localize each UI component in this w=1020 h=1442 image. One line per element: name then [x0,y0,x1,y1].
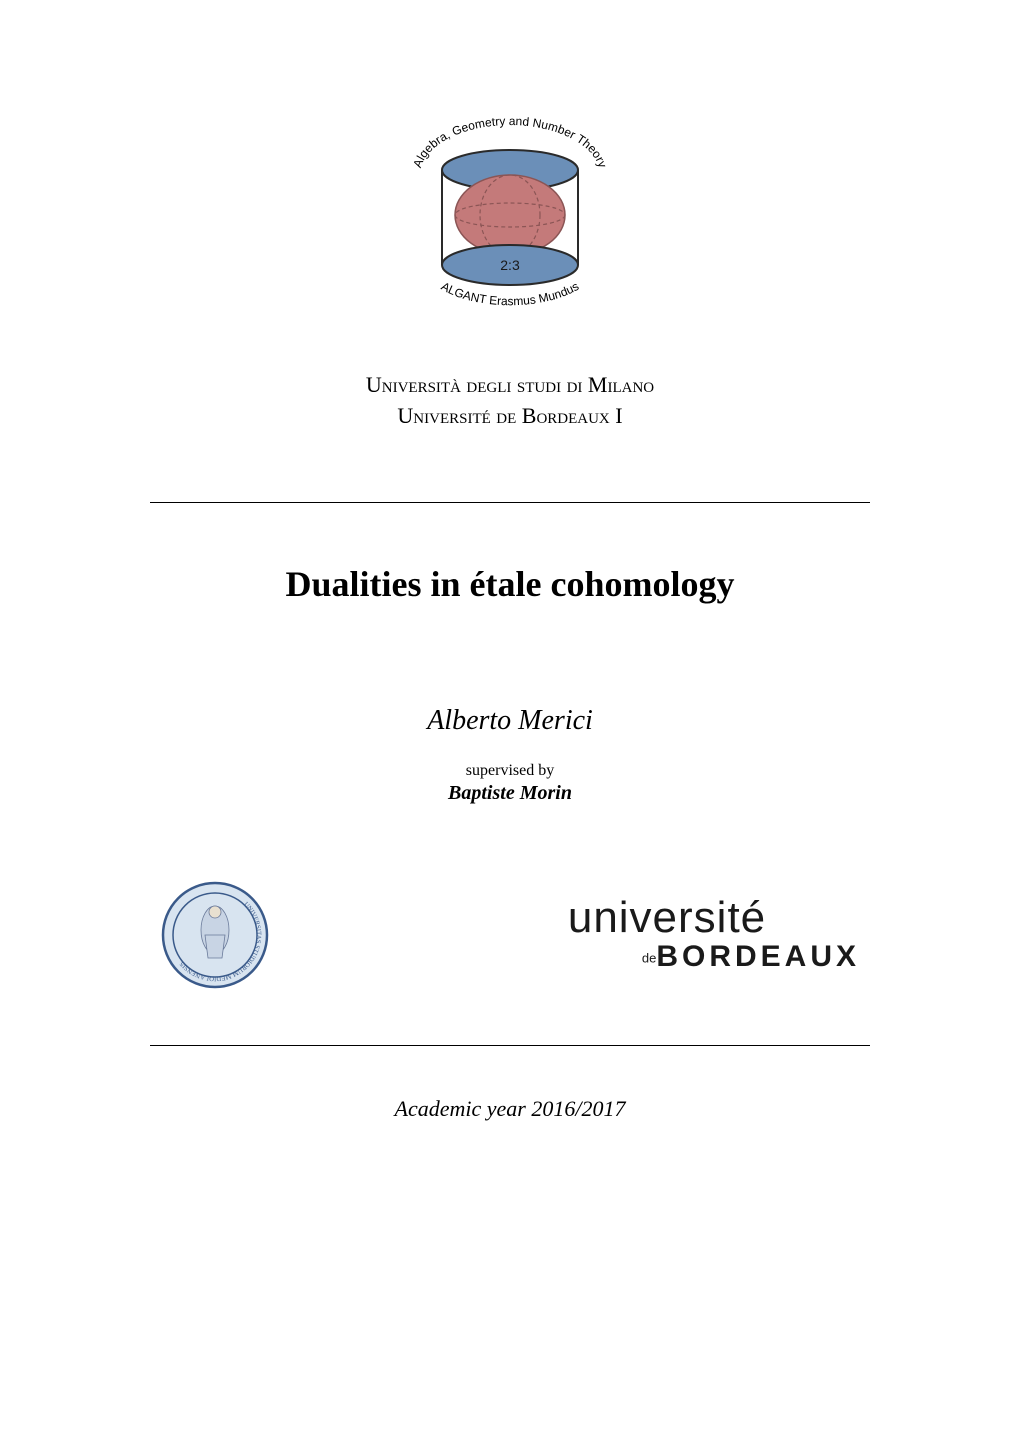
logo-ratio: 2:3 [500,257,520,273]
milano-seal-icon: UNIVERSITAS STUDIORUM MEDIOLANENSIS [160,880,270,990]
top-rule [150,502,870,503]
supervised-by-label: supervised by [466,762,554,780]
universities-block: Università degli studi di Milano Univers… [366,370,654,432]
university-milano: Università degli studi di Milano [366,370,654,401]
supervisor-name: Baptiste Morin [448,782,572,805]
university-bordeaux: Université de Bordeaux I [366,401,654,432]
bordeaux-universite-label: université [568,896,766,940]
bordeaux-logo: université deBORDEAUX [568,896,860,974]
bordeaux-de-label: de [642,950,656,965]
thesis-title: Dualities in étale cohomology [286,563,735,605]
bordeaux-name-label: deBORDEAUX [642,940,860,974]
bottom-rule [150,1045,870,1046]
algant-cylinder-sphere-icon: Algebra, Geometry and Number Theory 2:3 … [395,110,625,320]
sphere-icon [455,175,565,255]
institution-logos-row: UNIVERSITAS STUDIORUM MEDIOLANENSIS univ… [150,880,870,990]
algant-logo: Algebra, Geometry and Number Theory 2:3 … [395,110,625,325]
academic-year: Academic year 2016/2017 [395,1096,626,1122]
author-name: Alberto Merici [427,705,593,737]
